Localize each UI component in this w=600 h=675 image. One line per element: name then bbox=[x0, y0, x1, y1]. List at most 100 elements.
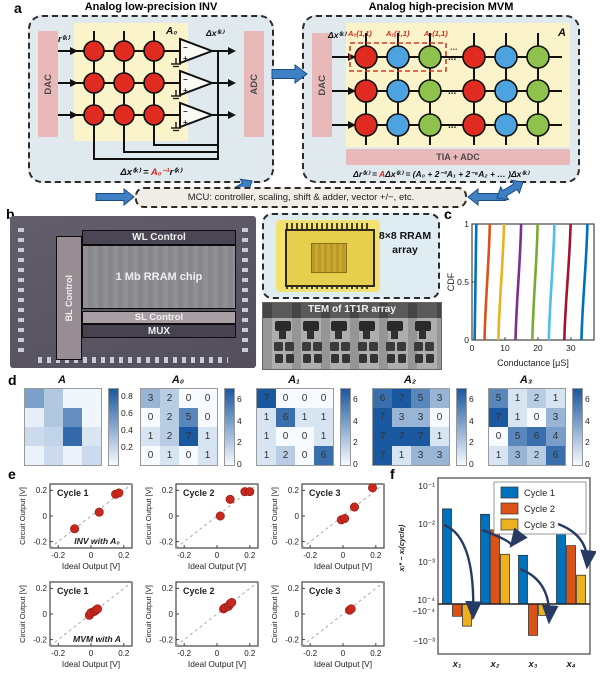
heatmap-cell: 1 bbox=[430, 427, 449, 446]
svg-text:0.2: 0.2 bbox=[370, 551, 382, 560]
chip-pads-bottom bbox=[38, 357, 228, 363]
heatmap-cell: 1 bbox=[257, 408, 276, 427]
scatter-plot-3: -0.2 -0.2 0 0 0.2 0.2 Cycle 1 MVM with A Ideal O… bbox=[18, 581, 133, 669]
mvm-title: Analog high-precision MVM bbox=[368, 1, 514, 13]
svg-text:0: 0 bbox=[295, 610, 300, 619]
inv-adc-block: ADC bbox=[244, 31, 264, 137]
chip-wl-control: WL Control bbox=[82, 230, 236, 245]
svg-text:-0.2: -0.2 bbox=[285, 635, 299, 644]
svg-text:Cycle 2: Cycle 2 bbox=[524, 504, 555, 514]
colorbar-tick: 0.4 bbox=[121, 425, 133, 436]
svg-text:0: 0 bbox=[215, 649, 220, 658]
heatmap-cell: 0 bbox=[141, 446, 160, 465]
svg-text:0: 0 bbox=[169, 610, 174, 619]
svg-text:Circuit Output [V]: Circuit Output [V] bbox=[18, 585, 27, 643]
inv-output-label: Δx⁽ᵏ⁾ bbox=[206, 28, 224, 38]
package-pins-top bbox=[286, 223, 370, 229]
svg-text:Cycle 2: Cycle 2 bbox=[183, 586, 215, 596]
mvm-eq-pre: Δr⁽ᵏ⁾ = bbox=[353, 169, 379, 179]
svg-text:0: 0 bbox=[341, 649, 346, 658]
heatmap-cell: 5 bbox=[179, 408, 198, 427]
heatmap-cell: 0 bbox=[489, 427, 508, 446]
heatmap-cell: 0 bbox=[430, 408, 449, 427]
heatmap-cell: 7 bbox=[489, 408, 508, 427]
colorbar-tick: 6 bbox=[469, 393, 474, 404]
heatmap-cell: 5 bbox=[508, 427, 527, 446]
heatmap-cell: 0 bbox=[295, 446, 314, 465]
heatmap-cell: 0 bbox=[198, 389, 217, 408]
heatmap-cell: 3 bbox=[430, 389, 449, 408]
colorbar-tick: 6 bbox=[237, 393, 242, 404]
heatmap-cell: 1 bbox=[508, 389, 527, 408]
heatmap-cell bbox=[82, 389, 101, 408]
heatmap-title: A₃ bbox=[519, 374, 533, 386]
svg-text:MVM with A: MVM with A bbox=[73, 634, 121, 644]
chip-core-label: 1 Mb RRAM chip bbox=[115, 271, 203, 283]
svg-text:10⁻¹: 10⁻¹ bbox=[418, 481, 435, 491]
heatmap-grid bbox=[24, 388, 102, 466]
mvm-slice-label-2: A₂(1,1) bbox=[424, 29, 448, 38]
inv-crossbar-bg bbox=[74, 23, 188, 141]
svg-text:20: 20 bbox=[533, 343, 543, 353]
heatmap-cell: 1 bbox=[392, 446, 411, 465]
svg-text:0: 0 bbox=[470, 343, 475, 353]
svg-text:−10⁻⁴: −10⁻⁴ bbox=[412, 606, 435, 616]
svg-text:CDF: CDF bbox=[446, 272, 456, 291]
package-body bbox=[285, 229, 375, 287]
inv-dac-block: DAC bbox=[38, 31, 58, 137]
heatmap-cell bbox=[63, 408, 82, 427]
colorbar bbox=[108, 388, 119, 466]
svg-text:10⁻⁴: 10⁻⁴ bbox=[417, 595, 435, 605]
heatmap-cell: 2 bbox=[527, 446, 546, 465]
chip-die-photo: WL Control BL Control 1 Mb RRAM chip SL … bbox=[10, 216, 256, 368]
scatter-plot-2: -0.2 -0.2 0 0 0.2 0.2 Cycle 3 Ideal Output [V] C… bbox=[270, 483, 385, 571]
heatmap-cell: 6 bbox=[276, 408, 295, 427]
heatmap-cell: 3 bbox=[508, 446, 527, 465]
colorbar-tick: 0 bbox=[237, 459, 242, 469]
inv-input-label: r⁽ᵏ⁾ bbox=[58, 34, 70, 44]
svg-text:0: 0 bbox=[89, 551, 94, 560]
heatmap-cell: 0 bbox=[276, 427, 295, 446]
heatmap-0: A 0.8 0.6 0.4 0.2 bbox=[24, 374, 136, 468]
inv-eq-red: A₀⁻¹ bbox=[150, 167, 170, 178]
heatmap-cell bbox=[44, 446, 63, 465]
heatmap-cell: 1 bbox=[257, 427, 276, 446]
heatmap-cell: 1 bbox=[198, 427, 217, 446]
svg-text:Ideal Output [V]: Ideal Output [V] bbox=[188, 659, 246, 669]
inv-equation: Δx⁽ᵏ⁾ = A₀⁻¹r⁽ᵏ⁾ bbox=[30, 167, 272, 178]
heatmap-cell: 3 bbox=[141, 389, 160, 408]
colorbar-tick: 4 bbox=[585, 415, 590, 426]
svg-text:Cycle 1: Cycle 1 bbox=[57, 488, 89, 498]
inv-dac-label: DAC bbox=[42, 73, 54, 95]
colorbar-tick: 4 bbox=[237, 415, 242, 426]
svg-text:30: 30 bbox=[566, 343, 576, 353]
heatmap-cell: 7 bbox=[179, 427, 198, 446]
svg-text:10⁻³: 10⁻³ bbox=[418, 557, 435, 567]
svg-text:Cycle 3: Cycle 3 bbox=[309, 586, 341, 596]
heatmap-cell: 1 bbox=[314, 408, 333, 427]
svg-text:Circuit Output [V]: Circuit Output [V] bbox=[144, 585, 153, 643]
svg-text:0.2: 0.2 bbox=[162, 584, 174, 593]
colorbar-tick: 0.8 bbox=[121, 391, 133, 402]
svg-text:Circuit Output [V]: Circuit Output [V] bbox=[144, 487, 153, 545]
svg-text:-0.2: -0.2 bbox=[303, 551, 317, 560]
chip-bl-control: BL Control bbox=[56, 236, 82, 360]
panel-a-label: a bbox=[14, 0, 22, 16]
colorbar-tick: 2 bbox=[469, 437, 474, 448]
mvm-crossbar-bg bbox=[346, 23, 570, 147]
heatmap-cell: 0 bbox=[527, 408, 546, 427]
heatmap-cell: 2 bbox=[276, 446, 295, 465]
heatmap-cell: 5 bbox=[489, 389, 508, 408]
heatmap-cell: 1 bbox=[546, 389, 565, 408]
svg-text:-0.2: -0.2 bbox=[177, 649, 191, 658]
colorbar-tick: 0.2 bbox=[121, 442, 133, 453]
heatmap-cell: 0 bbox=[141, 408, 160, 427]
svg-text:0.2: 0.2 bbox=[162, 486, 174, 495]
panel-b-label: b bbox=[6, 206, 15, 222]
svg-text:-0.2: -0.2 bbox=[159, 635, 173, 644]
colorbar-tick: 0 bbox=[585, 459, 590, 469]
inv-title: Analog low-precision INV bbox=[84, 1, 218, 13]
svg-text:-0.2: -0.2 bbox=[159, 537, 173, 546]
mvm-input-label: Δx⁽ᵏ⁾ bbox=[328, 30, 346, 40]
